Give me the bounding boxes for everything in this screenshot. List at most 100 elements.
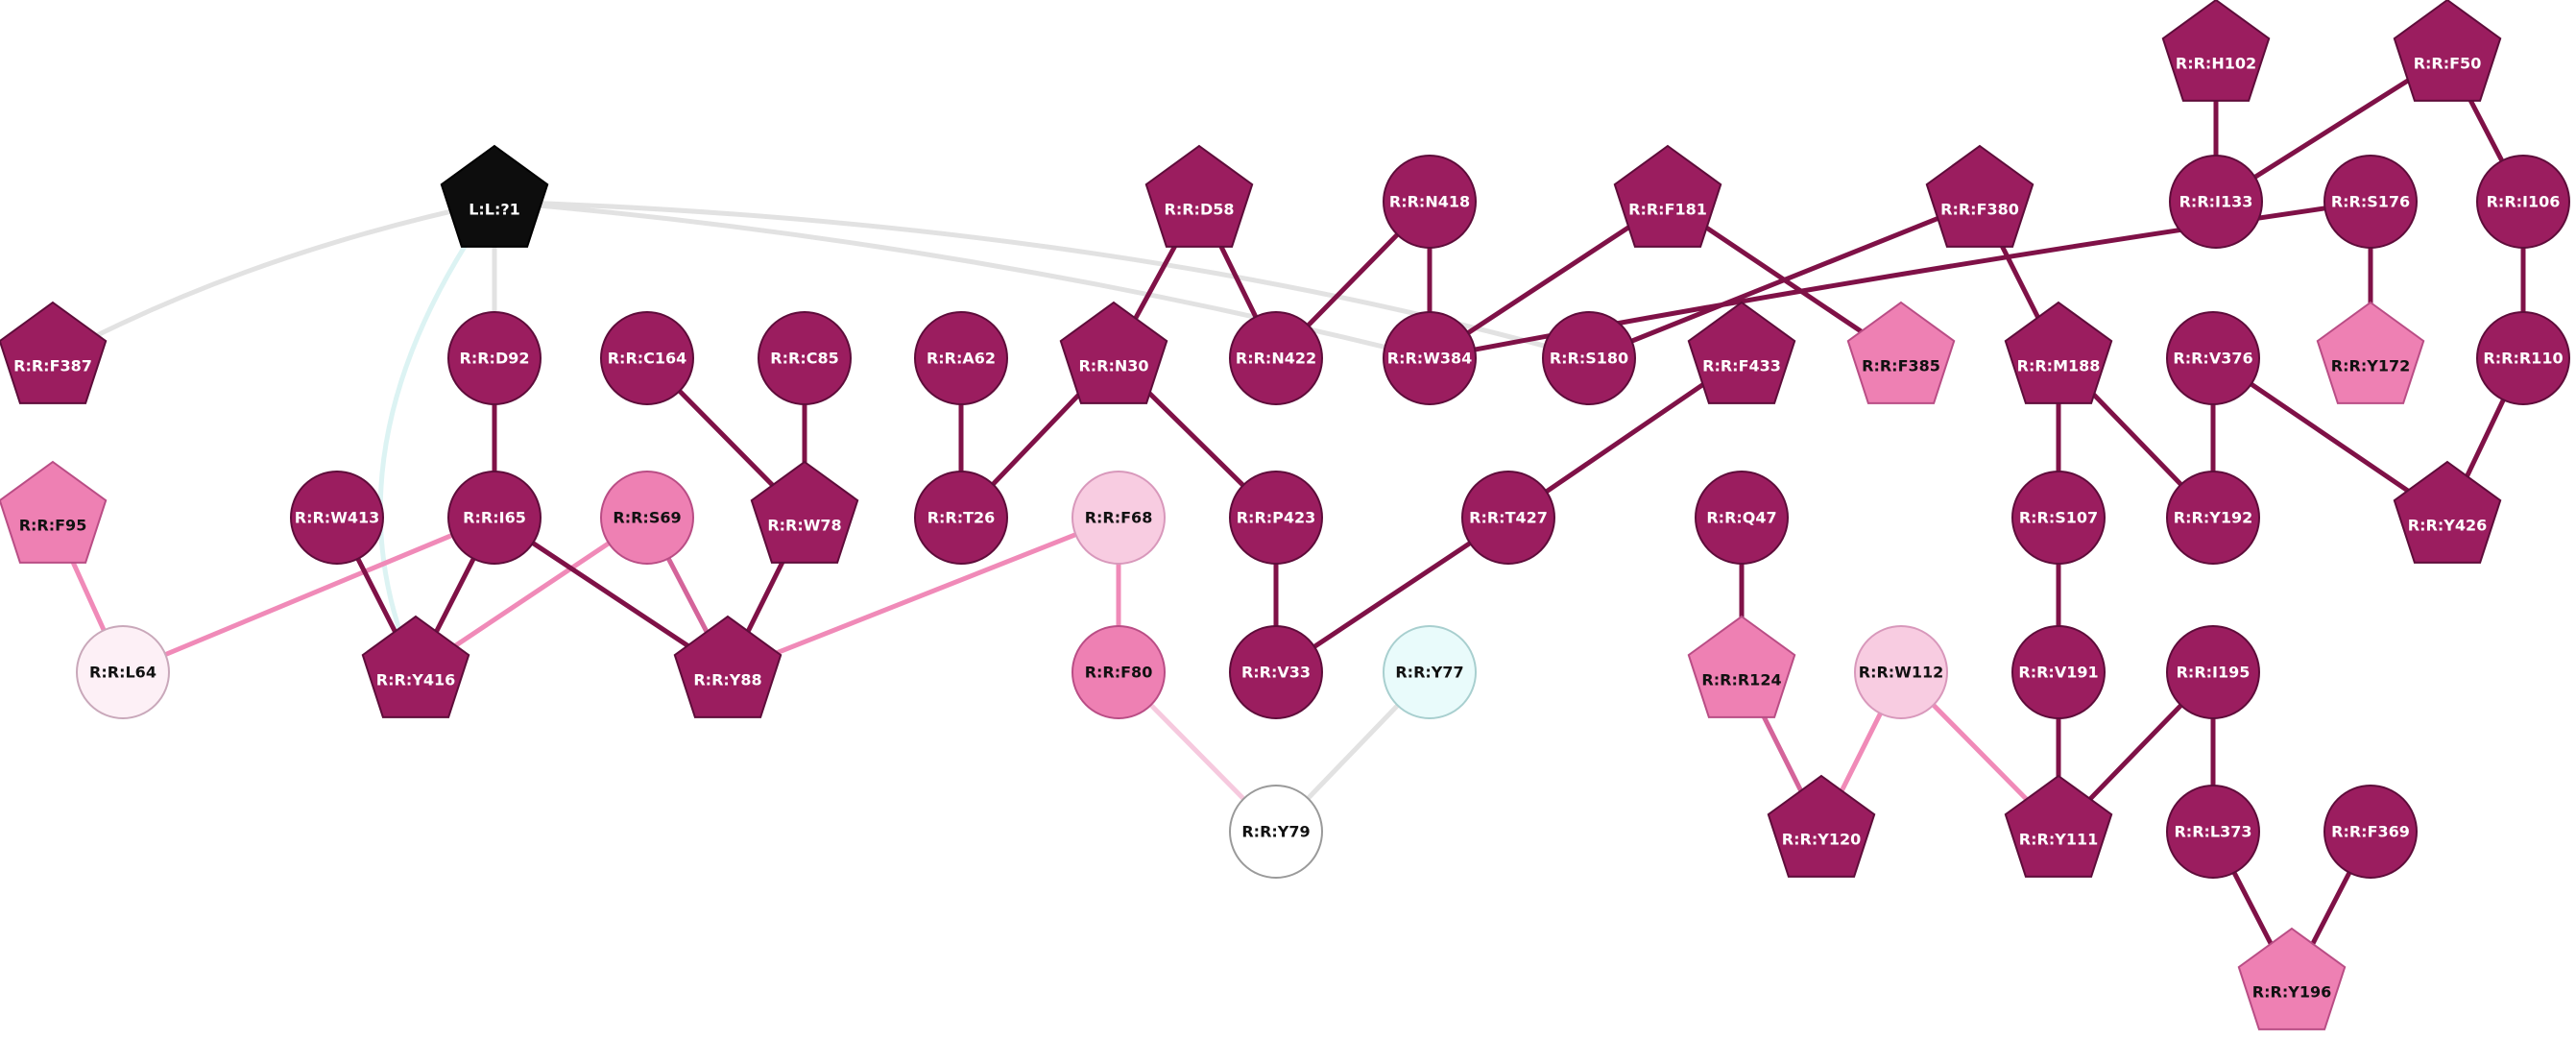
node-r-r-i133[interactable]: R:R:I133 [2169, 155, 2263, 249]
node-r-r-d92[interactable]: R:R:D92 [447, 311, 542, 405]
circle-node-shape [2011, 625, 2106, 719]
pentagon-node-shape [1846, 301, 1956, 404]
node-r-r-n30[interactable]: R:R:N30 [1059, 301, 1168, 404]
pentagon-node-shape [2393, 0, 2502, 102]
circle-node-shape [1695, 471, 1789, 565]
circle-node-shape [1229, 785, 1323, 879]
node-r-r-f433[interactable]: R:R:F433 [1687, 301, 1796, 404]
node-r-r-f181[interactable]: R:R:F181 [1613, 144, 1722, 248]
node-l-l-?1[interactable]: L:L:?1 [440, 144, 549, 248]
pentagon-node-shape [1767, 774, 1876, 878]
node-r-r-q47[interactable]: R:R:Q47 [1695, 471, 1789, 565]
node-r-r-a62[interactable]: R:R:A62 [914, 311, 1008, 405]
node-r-r-w384[interactable]: R:R:W384 [1383, 311, 1477, 405]
node-r-r-y172[interactable]: R:R:Y172 [2316, 301, 2425, 404]
circle-node-shape [600, 311, 694, 405]
circle-node-shape [1383, 155, 1477, 249]
edge-l1-f387 [50, 199, 497, 361]
node-r-r-f50[interactable]: R:R:F50 [2393, 0, 2502, 102]
pentagon-node-shape [2004, 774, 2113, 878]
pentagon-node-shape [1144, 144, 1254, 248]
node-r-r-y192[interactable]: R:R:Y192 [2166, 471, 2260, 565]
circle-node-shape [758, 311, 852, 405]
node-r-r-f80[interactable]: R:R:F80 [1071, 625, 1166, 719]
pentagon-node-shape [750, 460, 859, 564]
circle-node-shape [1383, 311, 1477, 405]
circle-node-shape [2476, 311, 2570, 405]
node-r-r-s107[interactable]: R:R:S107 [2011, 471, 2106, 565]
node-r-r-y77[interactable]: R:R:Y77 [1383, 625, 1477, 719]
node-r-r-v33[interactable]: R:R:V33 [1229, 625, 1323, 719]
node-r-r-s176[interactable]: R:R:S176 [2323, 155, 2418, 249]
circle-node-shape [447, 471, 542, 565]
pentagon-node-shape [440, 144, 549, 248]
node-r-r-w413[interactable]: R:R:W413 [290, 471, 384, 565]
node-r-r-i106[interactable]: R:R:I106 [2476, 155, 2570, 249]
node-r-r-y120[interactable]: R:R:Y120 [1767, 774, 1876, 878]
circle-node-shape [2166, 311, 2260, 405]
node-r-r-y416[interactable]: R:R:Y416 [361, 615, 470, 718]
circle-node-shape [1383, 625, 1477, 719]
node-r-r-y426[interactable]: R:R:Y426 [2393, 460, 2502, 564]
edge-l1-y416 [377, 199, 497, 675]
node-r-r-h102[interactable]: R:R:H102 [2161, 0, 2271, 102]
circle-node-shape [1229, 311, 1323, 405]
circle-node-shape [1071, 625, 1166, 719]
node-r-r-l64[interactable]: R:R:L64 [76, 625, 170, 719]
node-r-r-y88[interactable]: R:R:Y88 [673, 615, 782, 718]
edge-f380-s180 [1586, 199, 1983, 361]
node-r-r-n418[interactable]: R:R:N418 [1383, 155, 1477, 249]
circle-node-shape [1071, 471, 1166, 565]
pentagon-node-shape [1059, 301, 1168, 404]
node-r-r-w112[interactable]: R:R:W112 [1854, 625, 1948, 719]
node-r-r-d58[interactable]: R:R:D58 [1144, 144, 1254, 248]
node-r-r-f385[interactable]: R:R:F385 [1846, 301, 1956, 404]
circle-node-shape [914, 471, 1008, 565]
node-r-r-t427[interactable]: R:R:T427 [1461, 471, 1555, 565]
node-r-r-y79[interactable]: R:R:Y79 [1229, 785, 1323, 879]
node-r-r-l373[interactable]: R:R:L373 [2166, 785, 2260, 879]
circle-node-shape [2323, 785, 2418, 879]
node-r-r-p423[interactable]: R:R:P423 [1229, 471, 1323, 565]
pentagon-node-shape [2316, 301, 2425, 404]
node-r-r-t26[interactable]: R:R:T26 [914, 471, 1008, 565]
node-r-r-r110[interactable]: R:R:R110 [2476, 311, 2570, 405]
circle-node-shape [2011, 471, 2106, 565]
node-r-r-v376[interactable]: R:R:V376 [2166, 311, 2260, 405]
circle-node-shape [76, 625, 170, 719]
node-r-r-s69[interactable]: R:R:S69 [600, 471, 694, 565]
pentagon-node-shape [0, 460, 108, 564]
node-r-r-f387[interactable]: R:R:F387 [0, 301, 108, 404]
pentagon-node-shape [1925, 144, 2034, 248]
node-r-r-v191[interactable]: R:R:V191 [2011, 625, 2106, 719]
node-r-r-f380[interactable]: R:R:F380 [1925, 144, 2034, 248]
pentagon-node-shape [2393, 460, 2502, 564]
circle-node-shape [2169, 155, 2263, 249]
node-r-r-i65[interactable]: R:R:I65 [447, 471, 542, 565]
node-r-r-c85[interactable]: R:R:C85 [758, 311, 852, 405]
pentagon-node-shape [0, 301, 108, 404]
node-r-r-i195[interactable]: R:R:I195 [2166, 625, 2260, 719]
circle-node-shape [914, 311, 1008, 405]
circle-node-shape [1229, 471, 1323, 565]
node-r-r-s180[interactable]: R:R:S180 [1542, 311, 1636, 405]
pentagon-node-shape [1613, 144, 1722, 248]
node-r-r-f95[interactable]: R:R:F95 [0, 460, 108, 564]
node-r-r-y196[interactable]: R:R:Y196 [2237, 927, 2347, 1030]
circle-node-shape [1229, 625, 1323, 719]
node-r-r-f369[interactable]: R:R:F369 [2323, 785, 2418, 879]
pentagon-node-shape [2237, 927, 2347, 1030]
circle-node-shape [1461, 471, 1555, 565]
circle-node-shape [447, 311, 542, 405]
pentagon-node-shape [2161, 0, 2271, 102]
pentagon-node-shape [673, 615, 782, 718]
node-r-r-m188[interactable]: R:R:M188 [2004, 301, 2113, 404]
edge-f68-y88 [725, 515, 1121, 675]
node-r-r-r124[interactable]: R:R:R124 [1687, 615, 1796, 718]
node-r-r-f68[interactable]: R:R:F68 [1071, 471, 1166, 565]
node-r-r-c164[interactable]: R:R:C164 [600, 311, 694, 405]
node-r-r-n422[interactable]: R:R:N422 [1229, 311, 1323, 405]
